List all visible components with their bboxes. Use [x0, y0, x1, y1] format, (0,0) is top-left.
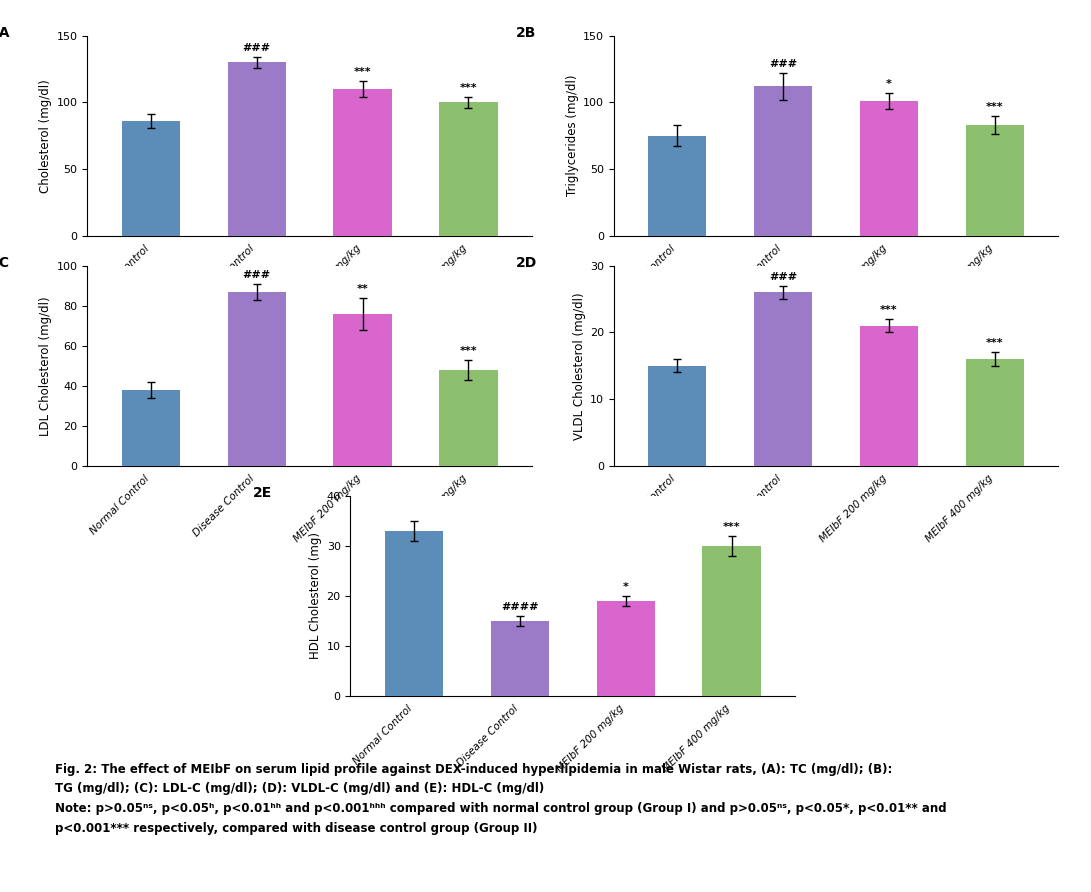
Text: 2D: 2D	[516, 256, 537, 269]
Bar	[648, 136, 706, 235]
Bar	[440, 103, 497, 235]
Bar	[228, 292, 286, 466]
Text: TG (mg/dl); (C): LDL-C (mg/dl); (D): VLDL-C (mg/dl) and (E): HDL-C (mg/dl): TG (mg/dl); (C): LDL-C (mg/dl); (D): VLD…	[55, 782, 543, 796]
Text: 2E: 2E	[253, 486, 272, 500]
Bar	[334, 89, 392, 235]
Bar	[334, 314, 392, 466]
Y-axis label: HDL Cholesterol (mg): HDL Cholesterol (mg)	[310, 533, 323, 659]
Bar	[860, 326, 918, 466]
Bar	[648, 366, 706, 466]
Text: *: *	[623, 582, 628, 591]
Text: 2A: 2A	[0, 26, 10, 39]
Y-axis label: LDL Cholesterol (mg/dl): LDL Cholesterol (mg/dl)	[39, 296, 52, 435]
Bar	[966, 359, 1023, 466]
Text: *: *	[886, 79, 891, 89]
Text: p<0.001*** respectively, compared with disease control group (Group II): p<0.001*** respectively, compared with d…	[55, 822, 537, 835]
Text: ***: ***	[722, 522, 741, 532]
Bar	[440, 369, 497, 466]
Bar	[597, 600, 655, 696]
Text: ***: ***	[880, 305, 898, 315]
Text: ***: ***	[353, 67, 371, 77]
Text: 2B: 2B	[516, 26, 536, 39]
Text: ####: ####	[501, 602, 539, 612]
Text: ###: ###	[769, 59, 798, 69]
Text: Note: p>0.05ⁿˢ, p<0.05ʰ, p<0.01ʰʰ and p<0.001ʰʰʰ compared with normal control gr: Note: p>0.05ⁿˢ, p<0.05ʰ, p<0.01ʰʰ and p<…	[55, 802, 946, 815]
Bar	[754, 293, 812, 466]
Bar	[122, 121, 180, 235]
Y-axis label: VLDL Cholesterol (mg/dl): VLDL Cholesterol (mg/dl)	[573, 292, 586, 440]
Text: ###: ###	[242, 269, 271, 280]
Bar	[703, 546, 760, 696]
Text: ###: ###	[242, 43, 271, 53]
Text: Fig. 2: The effect of MEIbF on serum lipid profile against DEX-induced hyperlipi: Fig. 2: The effect of MEIbF on serum lip…	[55, 763, 892, 776]
Bar	[491, 621, 549, 696]
Y-axis label: Cholesterol (mg/dl): Cholesterol (mg/dl)	[39, 78, 52, 193]
Y-axis label: Triglycerides (mg/dl): Triglycerides (mg/dl)	[566, 75, 578, 196]
Text: **: **	[357, 284, 369, 293]
Bar	[228, 62, 286, 235]
Bar	[754, 87, 812, 235]
Text: 2C: 2C	[0, 256, 10, 269]
Text: ###: ###	[769, 272, 798, 282]
Text: ***: ***	[986, 338, 1004, 349]
Text: ***: ***	[459, 83, 477, 93]
Bar	[122, 390, 180, 466]
Text: ***: ***	[986, 102, 1004, 112]
Bar	[385, 531, 443, 696]
Bar	[966, 125, 1023, 235]
Bar	[860, 101, 918, 235]
Text: ***: ***	[459, 346, 477, 356]
